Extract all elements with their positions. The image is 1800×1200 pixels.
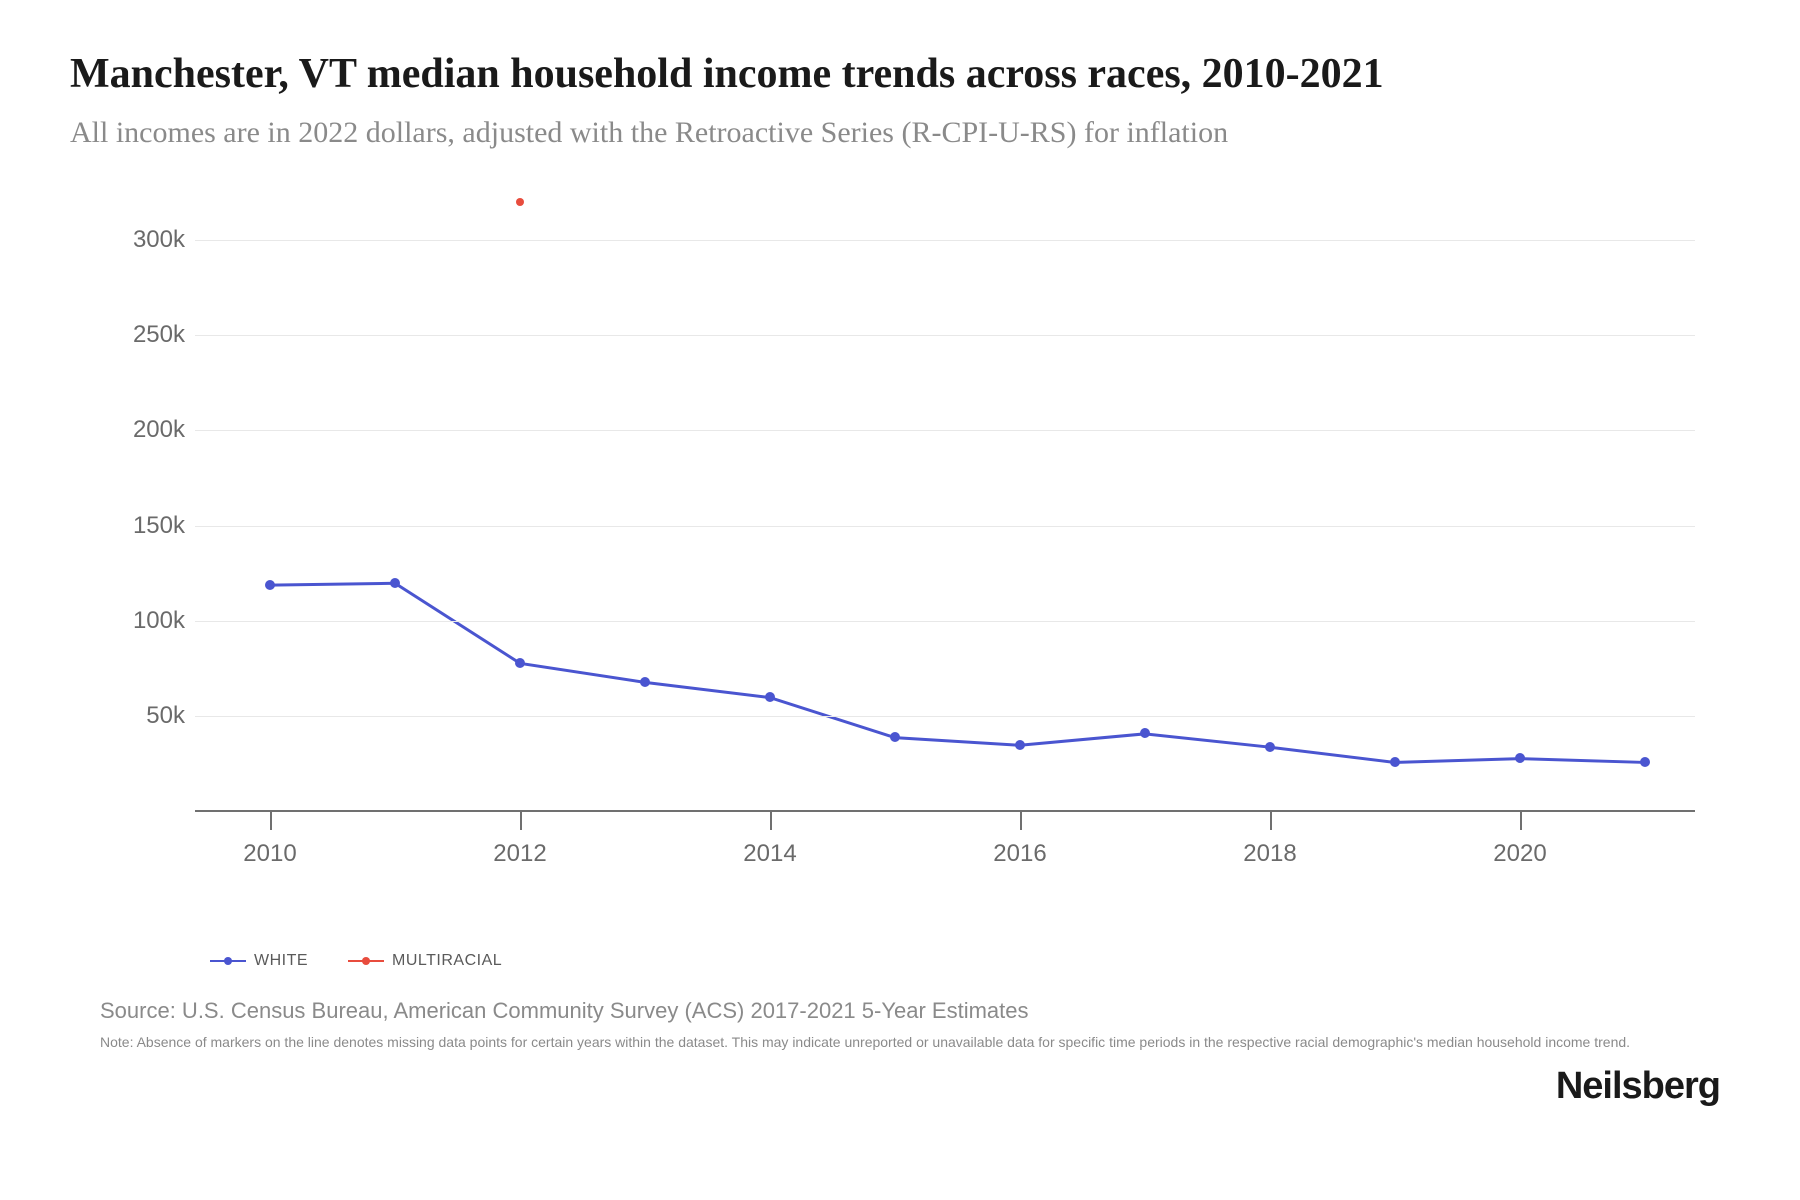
- gridline: [195, 430, 1695, 431]
- y-axis-label: 200k: [120, 416, 185, 444]
- series-line: [270, 583, 1645, 762]
- x-axis-label: 2018: [1243, 840, 1296, 868]
- data-marker: [1265, 742, 1275, 752]
- x-axis-label: 2020: [1493, 840, 1546, 868]
- y-axis-label: 250k: [120, 321, 185, 349]
- x-tick: [1020, 810, 1022, 830]
- data-marker: [1140, 728, 1150, 738]
- gridline: [195, 621, 1695, 622]
- source-text: Source: U.S. Census Bureau, American Com…: [100, 998, 1730, 1024]
- x-axis: 201020122014201620182020: [195, 810, 1695, 812]
- x-axis-label: 2014: [743, 840, 796, 868]
- data-marker: [1640, 757, 1650, 767]
- x-tick: [770, 810, 772, 830]
- gridline: [195, 716, 1695, 717]
- data-marker: [515, 658, 525, 668]
- legend-item: WHITE: [210, 952, 308, 970]
- chart-title: Manchester, VT median household income t…: [70, 48, 1730, 101]
- data-marker: [1515, 753, 1525, 763]
- chart-area: 50k100k150k200k250k300k20102012201420162…: [100, 192, 1700, 892]
- x-axis-label: 2016: [993, 840, 1046, 868]
- data-marker: [890, 732, 900, 742]
- data-marker: [1390, 757, 1400, 767]
- legend: WHITE MULTIRACIAL: [210, 952, 1730, 970]
- x-tick: [1270, 810, 1272, 830]
- line-layer: [195, 202, 1695, 812]
- legend-label: MULTIRACIAL: [392, 952, 502, 970]
- legend-swatch: [210, 960, 246, 962]
- x-tick: [1520, 810, 1522, 830]
- data-marker: [390, 578, 400, 588]
- legend-swatch: [348, 960, 384, 962]
- plot-region: 50k100k150k200k250k300k20102012201420162…: [195, 202, 1695, 812]
- data-marker: [265, 580, 275, 590]
- note-text: Note: Absence of markers on the line den…: [100, 1034, 1730, 1050]
- x-axis-label: 2012: [493, 840, 546, 868]
- y-axis-label: 100k: [120, 607, 185, 635]
- x-axis-label: 2010: [243, 840, 296, 868]
- data-marker: [1015, 740, 1025, 750]
- gridline: [195, 335, 1695, 336]
- data-marker: [516, 198, 524, 206]
- brand-logo: Neilsberg: [1556, 1065, 1720, 1108]
- y-axis-label: 50k: [120, 702, 185, 730]
- x-tick: [270, 810, 272, 830]
- gridline: [195, 240, 1695, 241]
- y-axis-label: 150k: [120, 512, 185, 540]
- chart-subtitle: All incomes are in 2022 dollars, adjuste…: [70, 113, 1730, 152]
- x-tick: [520, 810, 522, 830]
- data-marker: [765, 692, 775, 702]
- gridline: [195, 526, 1695, 527]
- legend-label: WHITE: [254, 952, 308, 970]
- data-marker: [640, 677, 650, 687]
- legend-item: MULTIRACIAL: [348, 952, 502, 970]
- y-axis-label: 300k: [120, 226, 185, 254]
